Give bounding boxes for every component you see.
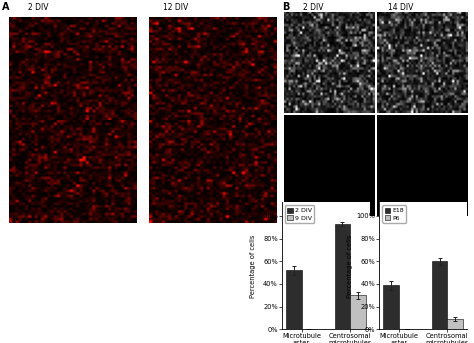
- Bar: [383, 285, 399, 329]
- Legend: E18, P6: E18, P6: [383, 205, 406, 223]
- Bar: [350, 295, 366, 329]
- Bar: [286, 270, 301, 329]
- Text: D: D: [353, 190, 361, 200]
- Text: 2 DIV: 2 DIV: [27, 3, 48, 12]
- Bar: [335, 224, 350, 329]
- Bar: [447, 319, 463, 329]
- Y-axis label: Percentage of cells: Percentage of cells: [347, 234, 354, 297]
- Bar: [432, 261, 447, 329]
- Text: A: A: [2, 2, 10, 12]
- Text: 12 DIV: 12 DIV: [163, 3, 188, 12]
- Text: C: C: [255, 190, 263, 200]
- Text: 14 DIV: 14 DIV: [388, 3, 413, 12]
- Legend: 2 DIV, 9 DIV: 2 DIV, 9 DIV: [285, 205, 314, 223]
- Text: After washout: After washout: [2, 132, 8, 176]
- Text: B: B: [282, 2, 290, 12]
- Y-axis label: Percentage of cells: Percentage of cells: [250, 234, 256, 297]
- Text: 2 DIV: 2 DIV: [302, 3, 323, 12]
- Text: Before washout: Before washout: [2, 37, 8, 86]
